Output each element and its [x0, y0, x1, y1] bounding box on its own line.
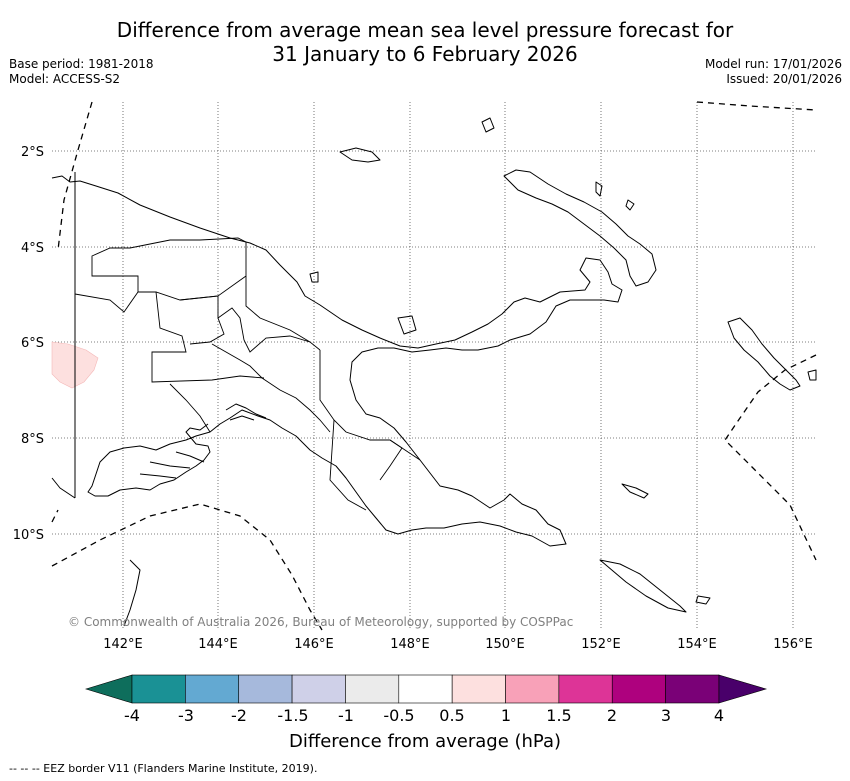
graticule	[52, 102, 816, 630]
lat-label-4s: 4°S	[21, 241, 44, 256]
colorbar-swatch-5	[398, 674, 453, 704]
lon-label-146: 146°E	[294, 637, 334, 652]
lon-labels: 142°E 144°E 146°E 148°E 150°E 152°E 154°…	[103, 637, 813, 652]
eez-border-west-lower	[51, 509, 59, 523]
eez-border-east	[724, 354, 817, 561]
title-line-2: 31 January to 6 February 2026	[272, 42, 578, 66]
province-boundary-sandaun	[91, 237, 247, 301]
colorbar-label-neg4: -4	[124, 706, 140, 725]
colorbar-label-4: 4	[714, 706, 724, 725]
new-ireland	[595, 181, 603, 197]
land-outlines	[51, 117, 817, 627]
colorbar-swatch-7	[505, 674, 560, 704]
footer-legend: -- -- -- EEZ border V11 (Flanders Marine…	[9, 762, 318, 775]
lon-label-154: 154°E	[677, 637, 717, 652]
colorbar-label-3: 3	[661, 706, 671, 725]
new-britain	[503, 169, 657, 287]
west-new-guinea-coast	[51, 477, 76, 499]
new-guinea-mainland	[51, 175, 623, 547]
colorbar-label-neg1: -1	[338, 706, 354, 725]
lon-label-142: 142°E	[103, 637, 143, 652]
colorbar-swatches	[84, 674, 768, 704]
island-northeast-1	[625, 199, 635, 211]
island-karkar	[309, 271, 319, 283]
meta-right: Model run: 17/01/2026 Issued: 20/01/2026	[705, 57, 842, 87]
lat-label-2s: 2°S	[21, 145, 44, 160]
province-boundary-gulf	[169, 383, 211, 433]
province-boundary-central	[329, 419, 367, 511]
colorbar-label-0-5: 0.5	[439, 706, 464, 725]
colorbar-swatch-8	[558, 674, 613, 704]
map-title: Difference from average mean sea level p…	[0, 18, 850, 66]
province-boundary-oro	[389, 439, 421, 461]
colorbar-under-arrow	[84, 674, 133, 704]
colorbar-swatch-0	[131, 674, 186, 704]
map: 142°E 144°E 146°E 148°E 150°E 152°E 154°…	[13, 101, 817, 652]
lat-label-6s: 6°S	[21, 336, 44, 351]
colorbar-label-neg3: -3	[178, 706, 194, 725]
colorbar-label-neg2: -2	[231, 706, 247, 725]
colorbar-title: Difference from average (hPa)	[289, 731, 561, 752]
colorbar-label-neg0-5: -0.5	[383, 706, 414, 725]
fly-river-delta	[139, 451, 205, 479]
bougainville	[727, 317, 801, 391]
colorbar-over-arrow	[718, 674, 768, 704]
lon-label-148: 148°E	[390, 637, 430, 652]
lat-labels: 2°S 4°S 6°S 8°S 10°S	[13, 145, 44, 543]
eez-border-south	[51, 503, 323, 631]
colorbar-label-1: 1	[501, 706, 511, 725]
lon-label-152: 152°E	[581, 637, 621, 652]
province-boundary-madang	[245, 276, 311, 343]
manus-island	[481, 117, 495, 133]
island-east-2	[807, 369, 817, 381]
lon-label-144: 144°E	[198, 637, 238, 652]
colorbar-swatch-6	[451, 674, 506, 704]
eez-border-west	[57, 101, 93, 251]
meta-left: Base period: 1981-2018 Model: ACCESS-S2	[9, 57, 154, 87]
purari-delta	[225, 403, 267, 421]
colorbar-label-1-5: 1.5	[546, 706, 571, 725]
colorbar-swatch-1	[185, 674, 240, 704]
colorbar-label-2: 2	[607, 706, 617, 725]
colorbar-swatch-9	[611, 674, 666, 704]
issued-date: Issued: 20/01/2026	[726, 72, 842, 86]
model-name: Model: ACCESS-S2	[9, 72, 121, 86]
island-woodlark	[621, 483, 649, 499]
model-run: Model run: 17/01/2026	[704, 57, 842, 71]
title-line-1: Difference from average mean sea level p…	[116, 18, 734, 42]
colorbar-swatch-4	[345, 674, 400, 704]
colorbar-swatch-2	[238, 674, 293, 704]
colorbar-swatch-3	[291, 674, 346, 704]
colorbar-label-neg1-5: -1.5	[277, 706, 308, 725]
island-east-1	[695, 595, 711, 605]
island-north-1	[339, 147, 381, 163]
island-louisiade	[599, 559, 687, 613]
province-boundary-hela	[179, 295, 225, 345]
lon-label-156: 156°E	[773, 637, 813, 652]
province-boundary-morobe	[319, 350, 403, 481]
eez-borders	[51, 101, 817, 631]
province-boundary-enga	[217, 307, 321, 353]
lat-label-8s: 8°S	[21, 432, 44, 447]
province-boundaries	[74, 237, 421, 511]
island-south-1	[397, 315, 417, 335]
lon-label-150: 150°E	[485, 637, 525, 652]
torres-strait-islands	[123, 559, 141, 627]
colorbar-tick-labels: -4 -3 -2 -1.5 -1 -0.5 0.5 1 1.5 2 3 4	[124, 706, 724, 725]
lat-label-10s: 10°S	[13, 528, 44, 543]
province-boundary-western	[74, 291, 265, 383]
base-period: Base period: 1981-2018	[9, 57, 154, 71]
copyright-notice: © Commonwealth of Australia 2026, Bureau…	[68, 615, 573, 629]
province-boundary-highlands	[211, 343, 331, 433]
colorbar-swatch-10	[665, 674, 720, 704]
